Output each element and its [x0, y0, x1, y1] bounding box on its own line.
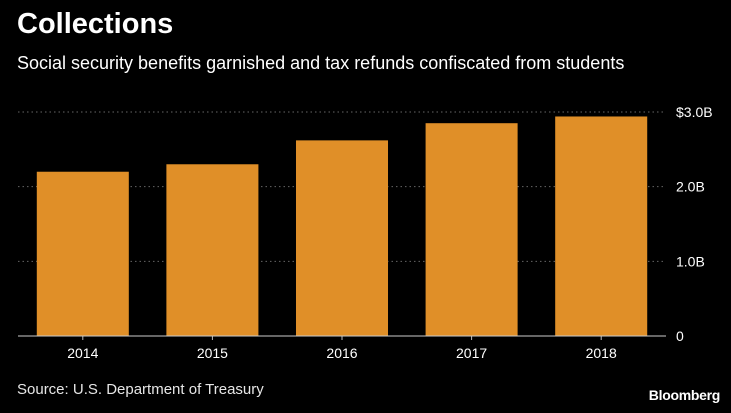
bar — [425, 123, 518, 336]
chart-subtitle: Social security benefits garnished and t… — [17, 53, 625, 73]
axes — [18, 335, 666, 340]
bloomberg-logo: Bloomberg — [648, 387, 721, 403]
bar — [36, 171, 129, 336]
y-tick-label: $3.0B — [676, 104, 713, 120]
x-tick-label: 2017 — [456, 345, 487, 361]
y-tick-label: 0 — [676, 328, 684, 344]
bar — [166, 164, 259, 336]
x-tick-label: 2018 — [586, 345, 617, 361]
y-tick-label: 2.0B — [676, 179, 705, 195]
bar — [555, 116, 648, 336]
bars — [36, 116, 648, 336]
tick-labels: 0 1.0B 2.0B $3.0B 2014 2015 2016 2017 2018 — [67, 104, 712, 361]
y-tick-label: 1.0B — [676, 253, 705, 269]
bar — [295, 140, 389, 336]
x-tick-label: 2015 — [197, 345, 228, 361]
x-tick-label: 2014 — [67, 345, 98, 361]
x-tick-label: 2016 — [326, 345, 357, 361]
chart-title: Collections — [17, 8, 174, 40]
source-note: Source: U.S. Department of Treasury — [17, 381, 264, 398]
